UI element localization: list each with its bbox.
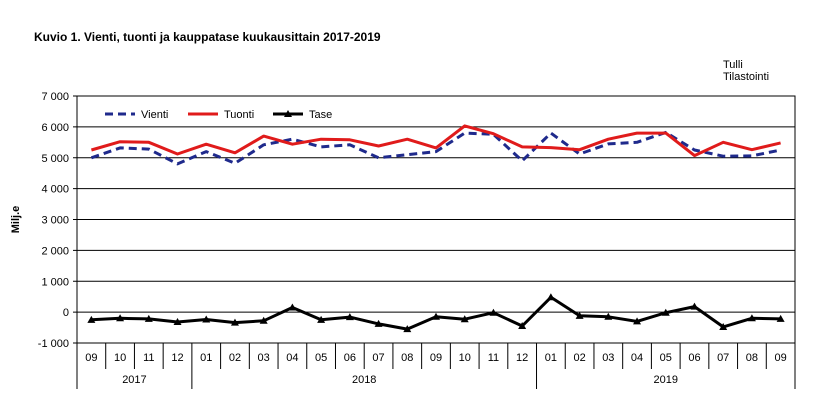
data-point-tase bbox=[489, 308, 498, 316]
data-point-tase bbox=[546, 293, 555, 301]
x-tick-label: 09 bbox=[430, 352, 442, 364]
source-line-2: Tilastointi bbox=[723, 71, 770, 83]
x-tick-label: 07 bbox=[372, 352, 384, 364]
data-point-tase bbox=[432, 312, 440, 320]
x-tick-label: 08 bbox=[401, 352, 413, 364]
data-point-tase bbox=[144, 314, 153, 322]
data-point-tase bbox=[518, 322, 527, 330]
legend-marker-tase bbox=[284, 110, 292, 117]
data-point-tase bbox=[604, 312, 613, 320]
y-axis-label: Milj.e bbox=[10, 206, 22, 234]
data-point-tase bbox=[403, 325, 412, 333]
x-tick-label: 01 bbox=[545, 352, 557, 364]
x-tick-label: 02 bbox=[229, 352, 241, 364]
data-point-tase bbox=[719, 322, 728, 330]
data-point-tase bbox=[747, 314, 756, 322]
data-point-tase bbox=[575, 311, 584, 319]
data-point-tase bbox=[116, 314, 125, 322]
year-label: 2018 bbox=[352, 374, 376, 386]
y-tick-label: 0 bbox=[63, 307, 69, 319]
y-tick-label: 4 000 bbox=[41, 184, 69, 196]
x-tick-label: 05 bbox=[315, 352, 327, 364]
y-tick-label: 1 000 bbox=[41, 276, 69, 288]
data-point-tase bbox=[230, 318, 239, 326]
x-tick-label: 08 bbox=[746, 352, 758, 364]
x-tick-label: 02 bbox=[573, 352, 585, 364]
data-point-tase bbox=[661, 308, 670, 316]
x-tick-label: 11 bbox=[143, 352, 154, 364]
year-label: 2017 bbox=[122, 374, 146, 386]
data-point-tase bbox=[374, 319, 383, 327]
x-tick-label: 06 bbox=[688, 352, 700, 364]
data-point-tase bbox=[317, 315, 326, 323]
year-label: 2019 bbox=[654, 374, 678, 386]
x-tick-label: 01 bbox=[200, 352, 212, 364]
x-tick-label: 05 bbox=[660, 352, 672, 364]
y-tick-label: 5 000 bbox=[41, 153, 69, 165]
x-tick-label: 11 bbox=[488, 352, 499, 364]
source-label: Tulli Tilastointi bbox=[723, 59, 769, 83]
x-tick-label: 09 bbox=[85, 352, 97, 364]
x-tick-label: 04 bbox=[286, 352, 298, 364]
x-tick-label: 12 bbox=[171, 352, 183, 364]
data-point-tase bbox=[633, 317, 642, 325]
y-tick-label: 3 000 bbox=[41, 215, 69, 227]
x-tick-label: 10 bbox=[114, 352, 126, 364]
x-tick-label: 10 bbox=[459, 352, 471, 364]
data-point-tase bbox=[202, 315, 211, 323]
y-tick-label: 2 000 bbox=[41, 245, 69, 257]
data-point-tase bbox=[87, 315, 96, 323]
data-point-tase bbox=[345, 313, 354, 321]
data-point-tase bbox=[259, 316, 268, 324]
x-tick-label: 07 bbox=[717, 352, 729, 364]
data-point-tase bbox=[690, 302, 699, 310]
data-point-tase bbox=[776, 314, 785, 322]
x-tick-label: 09 bbox=[775, 352, 787, 364]
data-point-tase bbox=[460, 315, 469, 323]
y-tick-label: 7 000 bbox=[41, 91, 69, 103]
x-tick-label: 04 bbox=[631, 352, 643, 364]
y-tick-label: -1 000 bbox=[38, 338, 69, 350]
chart-title: Kuvio 1. Vienti, tuonti ja kauppatase ku… bbox=[34, 30, 381, 44]
source-line-1: Tulli bbox=[723, 59, 743, 71]
series-line-tuonti bbox=[90, 124, 781, 158]
legend-label-tuonti: Tuonti bbox=[224, 109, 254, 121]
data-point-tase bbox=[173, 318, 182, 326]
x-tick-label: 03 bbox=[602, 352, 614, 364]
x-tick-label: 12 bbox=[516, 352, 528, 364]
data-point-tase bbox=[288, 303, 297, 311]
x-tick-label: 06 bbox=[344, 352, 356, 364]
x-tick-label: 03 bbox=[258, 352, 270, 364]
legend-label-tase: Tase bbox=[309, 109, 332, 121]
y-tick-label: 6 000 bbox=[41, 122, 69, 134]
legend-label-vienti: Vienti bbox=[141, 109, 168, 121]
